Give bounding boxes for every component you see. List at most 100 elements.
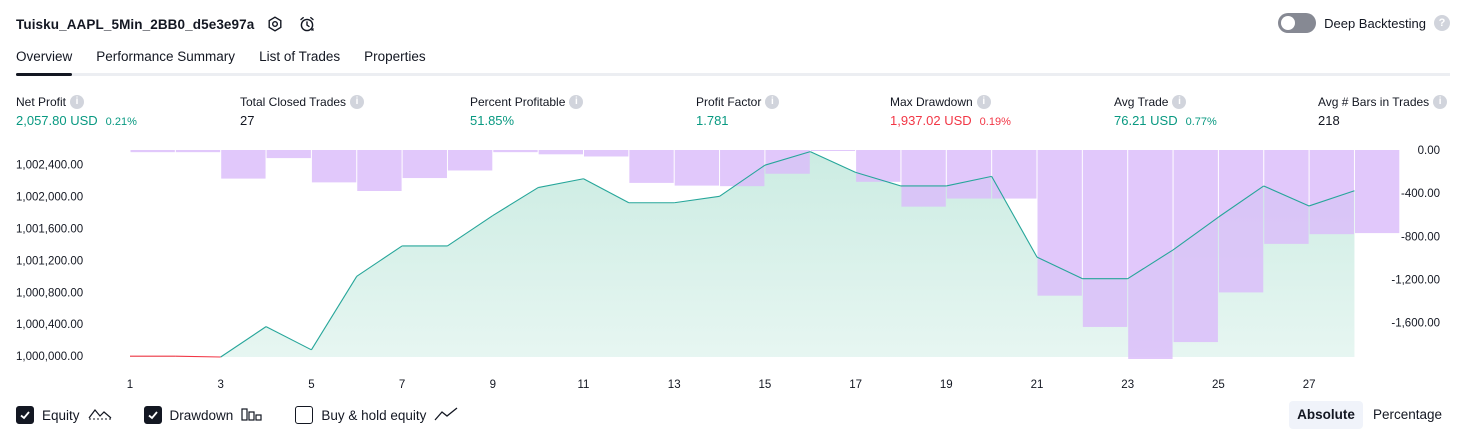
metric-total-closed-trades: Total Closed Trades i 27 bbox=[240, 93, 365, 128]
y-left-tick-label: 1,000,800.00 bbox=[16, 287, 83, 299]
legend-item-drawdown[interactable]: Drawdown bbox=[143, 406, 264, 425]
y-left-tick-label: 1,000,000.00 bbox=[16, 351, 83, 363]
info-icon[interactable]: i bbox=[569, 94, 584, 109]
report-tabs: Overview Performance Summary List of Tra… bbox=[16, 46, 1450, 76]
alarm-clock-icon[interactable] bbox=[296, 13, 318, 35]
absolute-button[interactable]: Absolute bbox=[1289, 401, 1363, 429]
y-left-tick-label: 1,002,000.00 bbox=[16, 191, 83, 203]
drawdown-bar bbox=[1264, 150, 1309, 244]
chart-legend: Equity Drawdown Buy & hold equity bbox=[16, 402, 490, 428]
x-tick-label: 17 bbox=[849, 379, 862, 391]
equity-line-segment bbox=[265, 326, 312, 351]
info-icon[interactable]: i bbox=[976, 94, 991, 109]
drawdown-bar bbox=[311, 150, 357, 183]
equity-line-segment bbox=[492, 187, 539, 217]
info-icon[interactable]: i bbox=[350, 94, 365, 109]
equity-area bbox=[130, 151, 1355, 357]
equity-line-segment bbox=[583, 178, 630, 204]
drawdown-bar bbox=[1218, 150, 1264, 293]
info-icon[interactable]: i bbox=[70, 94, 85, 109]
drawdown-bar bbox=[402, 150, 447, 179]
x-tick-label: 7 bbox=[399, 379, 405, 391]
equity-line-segment bbox=[220, 326, 267, 358]
equity-line-segment bbox=[991, 176, 1038, 258]
drawdown-checkbox[interactable] bbox=[143, 406, 162, 424]
drawdown-bar bbox=[674, 150, 720, 186]
strategy-title: Tuisku_AAPL_5Min_2BB0_d5e3e97a bbox=[16, 16, 255, 32]
x-tick-label: 19 bbox=[940, 379, 953, 391]
deep-backtesting-label: Deep Backtesting bbox=[1324, 15, 1426, 31]
drawdown-bar bbox=[992, 150, 1037, 199]
metric-value: 2,057.80 USD bbox=[16, 113, 98, 128]
legend-item-buy-hold[interactable]: Buy & hold equity bbox=[295, 406, 458, 425]
metric-avg-trade: Avg Trade i 76.21 USD 0.77% bbox=[1114, 93, 1217, 128]
equity-line-segment bbox=[855, 171, 902, 187]
drawdown-bar bbox=[1309, 150, 1354, 235]
info-icon[interactable]: i bbox=[765, 94, 780, 109]
buy-hold-checkbox[interactable] bbox=[295, 406, 314, 424]
y-right-tick-label: -1,600.00 bbox=[1391, 318, 1440, 330]
metric-profit-factor: Profit Factor i 1.781 bbox=[696, 93, 780, 128]
metric-percent: 0.19% bbox=[979, 116, 1011, 128]
y-right-tick-label: -1,200.00 bbox=[1391, 274, 1440, 286]
y-left-tick-label: 1,001,200.00 bbox=[16, 255, 83, 267]
legend-item-equity[interactable]: Equity bbox=[16, 406, 112, 425]
drawdown-bar bbox=[447, 150, 493, 171]
equity-line-segment bbox=[447, 215, 494, 247]
buy-hold-line-icon bbox=[434, 406, 458, 425]
percentage-button[interactable]: Percentage bbox=[1372, 407, 1442, 422]
metric-label: Avg Trade bbox=[1114, 94, 1169, 109]
settings-icon[interactable] bbox=[264, 13, 286, 35]
x-tick-label: 5 bbox=[308, 379, 314, 391]
tab-list-of-trades[interactable]: List of Trades bbox=[259, 49, 341, 64]
legend-label: Drawdown bbox=[169, 407, 234, 423]
x-tick-label: 25 bbox=[1212, 379, 1225, 391]
info-icon[interactable]: i bbox=[1172, 94, 1187, 109]
drawdown-bars-icon bbox=[241, 406, 263, 425]
x-tick-label: 15 bbox=[759, 379, 772, 391]
x-tick-label: 9 bbox=[490, 379, 496, 391]
deep-backtesting-toggle[interactable] bbox=[1278, 13, 1317, 33]
drawdown-bar bbox=[946, 150, 992, 199]
deep-backtesting-control: Deep Backtesting ? bbox=[1278, 13, 1450, 33]
metric-avg-bars-in-trades: Avg # Bars in Trades i 218 bbox=[1318, 93, 1448, 128]
metric-percent-profitable: Percent Profitable i 51.85% bbox=[470, 93, 584, 128]
scale-toggle: Absolute Percentage bbox=[1287, 400, 1450, 430]
drawdown-bar bbox=[1082, 150, 1128, 327]
help-icon[interactable]: ? bbox=[1434, 15, 1450, 31]
metric-value: 1,937.02 USD bbox=[890, 113, 972, 128]
equity-line-segment bbox=[1127, 249, 1174, 280]
tab-overview[interactable]: Overview bbox=[16, 46, 73, 76]
metric-label: Net Profit bbox=[16, 94, 67, 109]
equity-line-segment bbox=[719, 164, 766, 197]
drawdown-bar bbox=[266, 150, 311, 159]
equity-line-segment bbox=[538, 178, 584, 189]
legend-label: Equity bbox=[42, 407, 80, 423]
equity-line-segment bbox=[1036, 256, 1083, 280]
metric-max-drawdown: Max Drawdown i 1,937.02 USD 0.19% bbox=[890, 93, 1011, 128]
equity-line-segment bbox=[1263, 185, 1310, 207]
drawdown-bar bbox=[810, 150, 856, 151]
equity-line-segment bbox=[175, 355, 221, 358]
metric-label: Percent Profitable bbox=[470, 94, 566, 109]
equity-line-segment bbox=[946, 175, 992, 187]
drawdown-bar bbox=[538, 150, 583, 155]
metric-label: Max Drawdown bbox=[890, 94, 973, 109]
metric-value: 76.21 USD bbox=[1114, 113, 1178, 128]
equity-drawdown-chart: 1,000,000.00 1,000,400.00 1,000,800.00 1,00… bbox=[16, 145, 1440, 391]
y-left-tick-label: 1,000,400.00 bbox=[16, 319, 83, 331]
equity-checkbox[interactable] bbox=[16, 406, 34, 424]
tab-performance-summary[interactable]: Performance Summary bbox=[96, 49, 236, 64]
metric-percent: 0.21% bbox=[105, 116, 137, 128]
drawdown-bar bbox=[1173, 150, 1218, 343]
tab-properties[interactable]: Properties bbox=[364, 49, 426, 64]
metric-label: Total Closed Trades bbox=[240, 94, 347, 109]
metric-label: Profit Factor bbox=[696, 94, 762, 109]
metrics-row: Net Profit i 2,057.80 USD 0.21% Total Clos… bbox=[16, 93, 1450, 133]
equity-line-segment bbox=[810, 151, 856, 173]
info-icon[interactable]: i bbox=[1433, 94, 1448, 109]
drawdown-bar bbox=[584, 150, 629, 157]
metric-value: 218 bbox=[1318, 113, 1340, 128]
drawdown-bar bbox=[856, 150, 901, 182]
drawdown-bar bbox=[765, 150, 810, 174]
